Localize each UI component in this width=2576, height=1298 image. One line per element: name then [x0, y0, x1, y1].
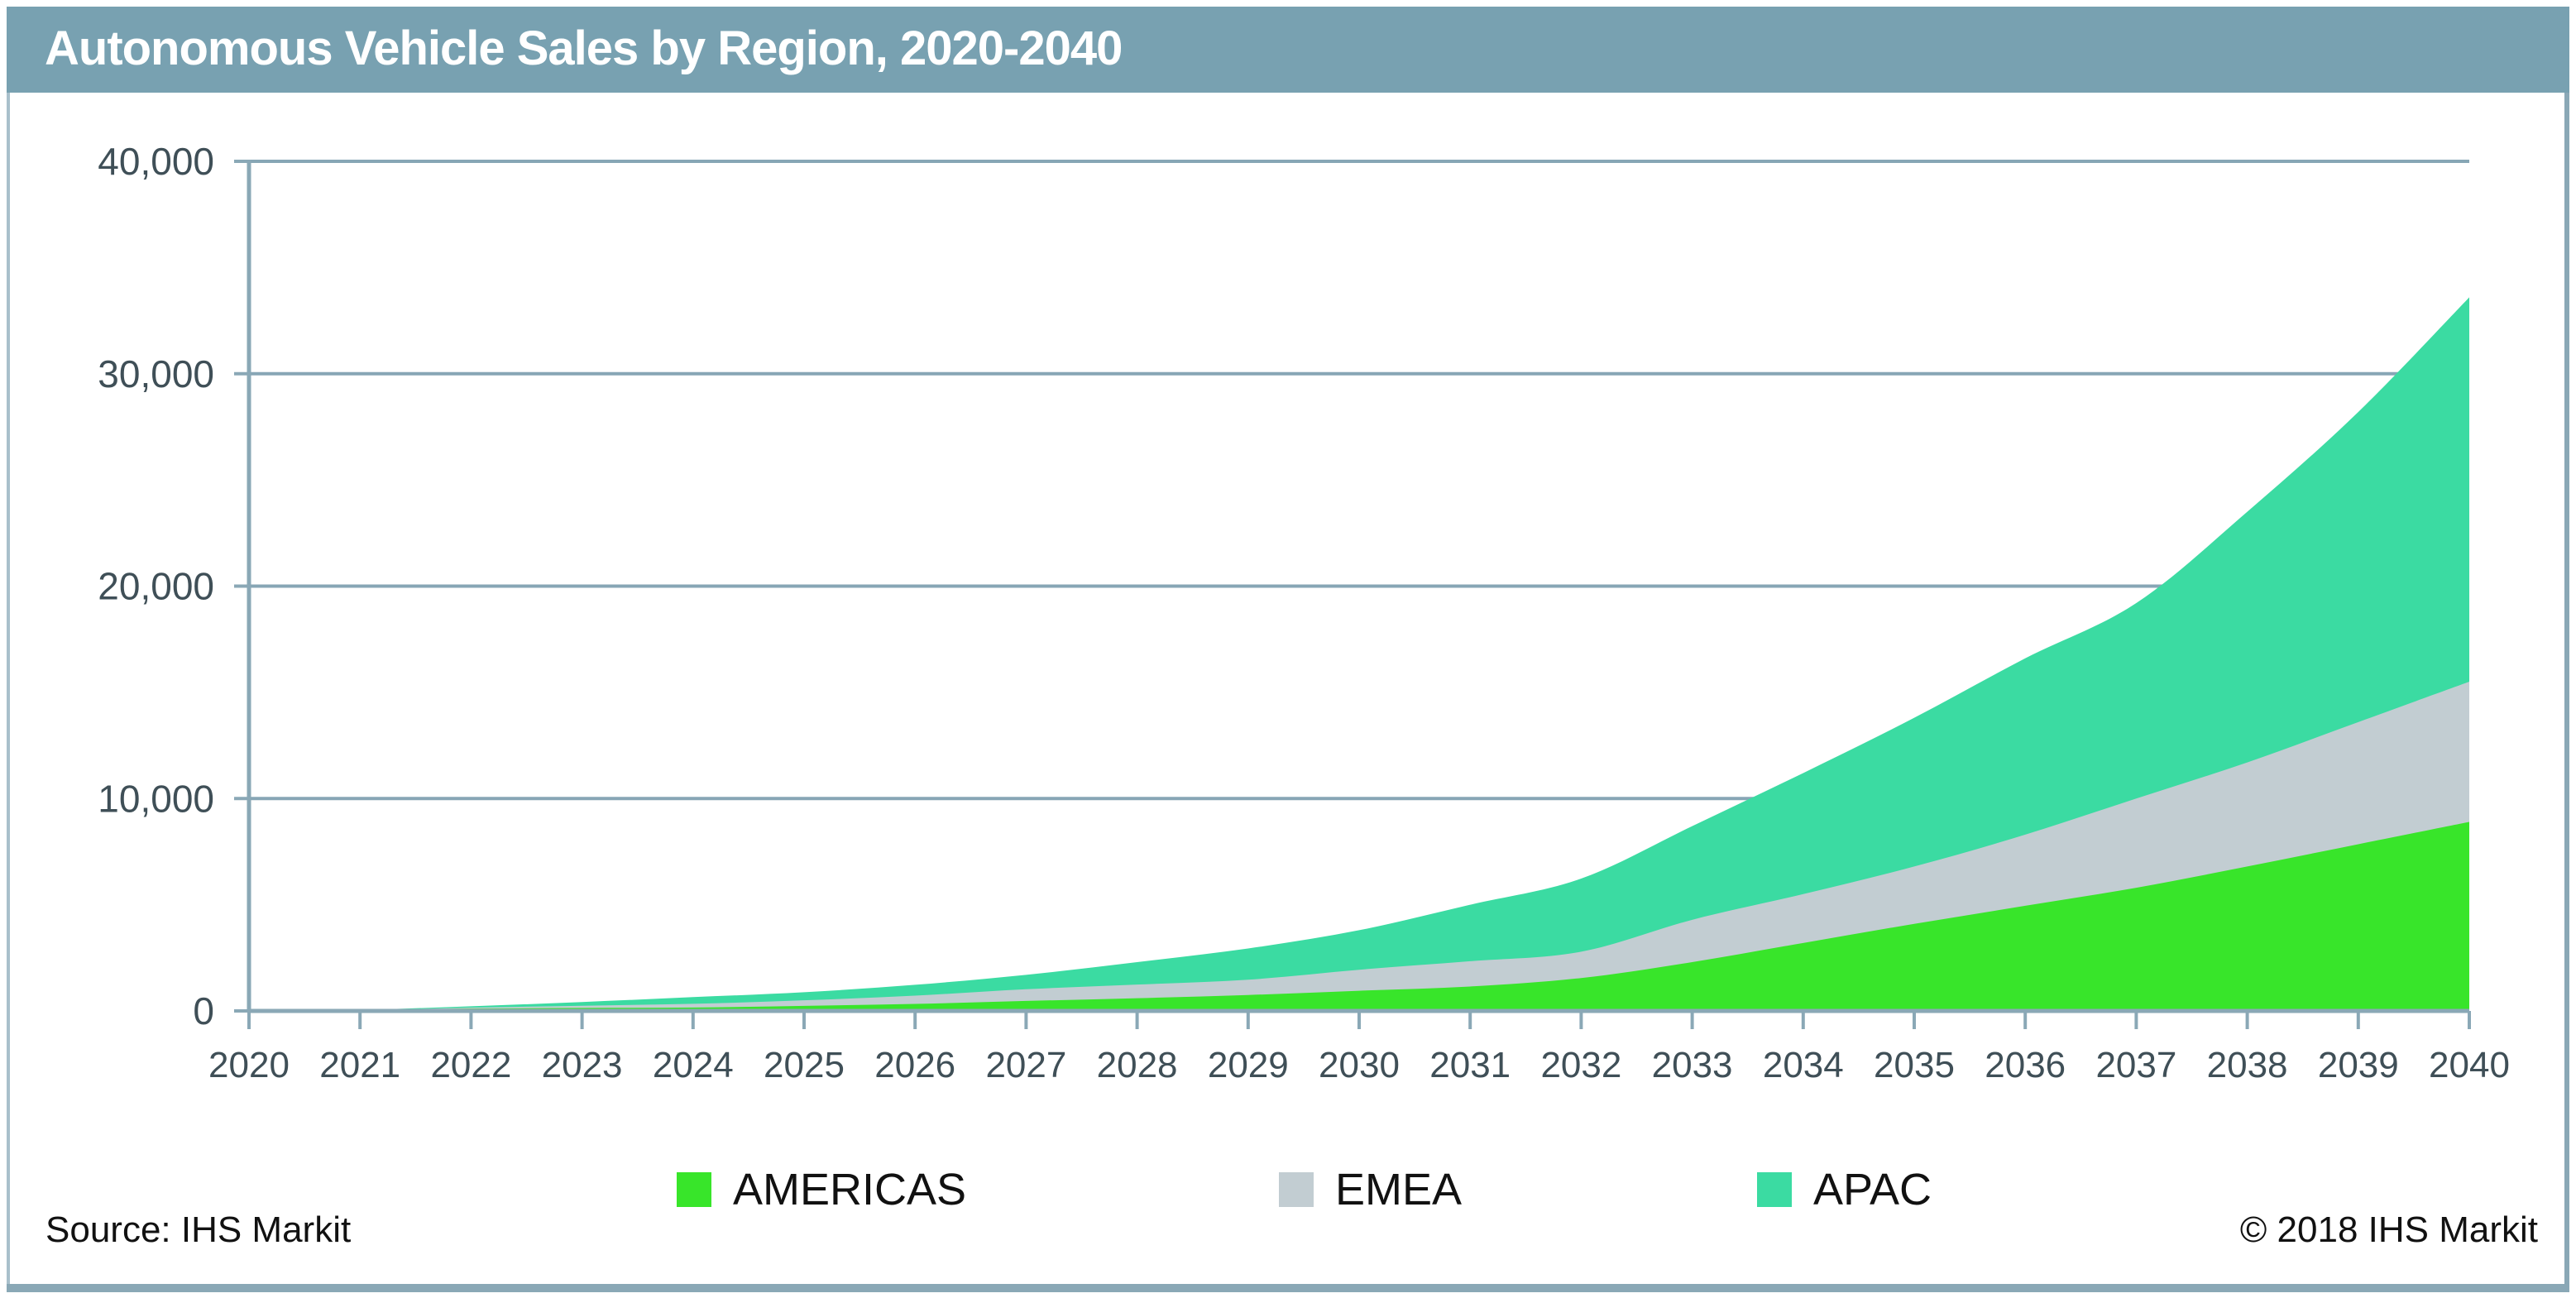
figure-border-right — [2564, 93, 2569, 1287]
x-tick-label: 2028 — [1097, 1045, 1178, 1085]
y-tick-label: 40,000 — [98, 140, 214, 183]
x-tick-label: 2021 — [319, 1045, 400, 1085]
x-tick-label: 2039 — [2318, 1045, 2399, 1085]
x-axis-labels: 2020 2021 2022 2023 2024 2025 2026 2027 2028 2029… — [208, 1045, 2510, 1085]
y-tick-label: 0 — [193, 989, 214, 1032]
legend-label-emea: EMEA — [1335, 1165, 1463, 1214]
x-tick-label: 2025 — [764, 1045, 845, 1085]
apac-swatch — [1757, 1172, 1792, 1207]
source-text: Source: IHS Markit — [45, 1209, 352, 1250]
x-tick-label: 2038 — [2207, 1045, 2288, 1085]
x-tick-label: 2035 — [1874, 1045, 1955, 1085]
x-tick-label: 2033 — [1652, 1045, 1733, 1085]
x-tick-label: 2034 — [1763, 1045, 1844, 1085]
area-americas — [249, 821, 2469, 1011]
page-title: Autonomous Vehicle Sales by Region, 2020… — [45, 22, 1123, 75]
figure-border-left — [7, 93, 10, 1287]
x-tick-label: 2026 — [874, 1045, 955, 1085]
x-tick-label: 2023 — [542, 1045, 623, 1085]
legend-label-apac: APAC — [1813, 1165, 1932, 1214]
copyright-text: © 2018 IHS Markit — [2239, 1209, 2538, 1250]
x-tick-label: 2024 — [653, 1045, 734, 1085]
title-bar: Autonomous Vehicle Sales by Region, 2020… — [7, 7, 2569, 93]
chart-legend: AMERICAS EMEA APAC — [0, 1165, 2576, 1224]
americas-swatch — [677, 1172, 711, 1207]
legend-item-americas: AMERICAS — [677, 1165, 967, 1214]
x-tick-label: 2031 — [1429, 1045, 1511, 1085]
x-tick-label: 2029 — [1208, 1045, 1289, 1085]
y-tick-label: 20,000 — [98, 565, 214, 608]
area-apac — [249, 297, 2469, 1011]
figure-border-bottom — [7, 1284, 2569, 1292]
x-tick-label: 2030 — [1319, 1045, 1400, 1085]
emea-swatch — [1279, 1172, 1314, 1207]
x-tick-label: 2027 — [985, 1045, 1066, 1085]
x-tick-label: 2040 — [2429, 1045, 2510, 1085]
legend-item-apac: APAC — [1757, 1165, 1932, 1214]
x-tick-label: 2037 — [2095, 1045, 2176, 1085]
y-axis-labels: 0 10,000 20,000 30,000 40,000 — [98, 140, 214, 1032]
y-tick-label: 10,000 — [98, 777, 214, 820]
stacked-areas — [249, 297, 2469, 1011]
x-tick-label: 2036 — [1985, 1045, 2066, 1085]
x-tick-label: 2032 — [1540, 1045, 1621, 1085]
y-tick-label: 30,000 — [98, 352, 214, 395]
legend-item-emea: EMEA — [1279, 1165, 1463, 1214]
axes — [247, 160, 2471, 1029]
legend-label-americas: AMERICAS — [733, 1165, 967, 1214]
x-tick-label: 2022 — [430, 1045, 511, 1085]
x-tick-label: 2020 — [208, 1045, 290, 1085]
